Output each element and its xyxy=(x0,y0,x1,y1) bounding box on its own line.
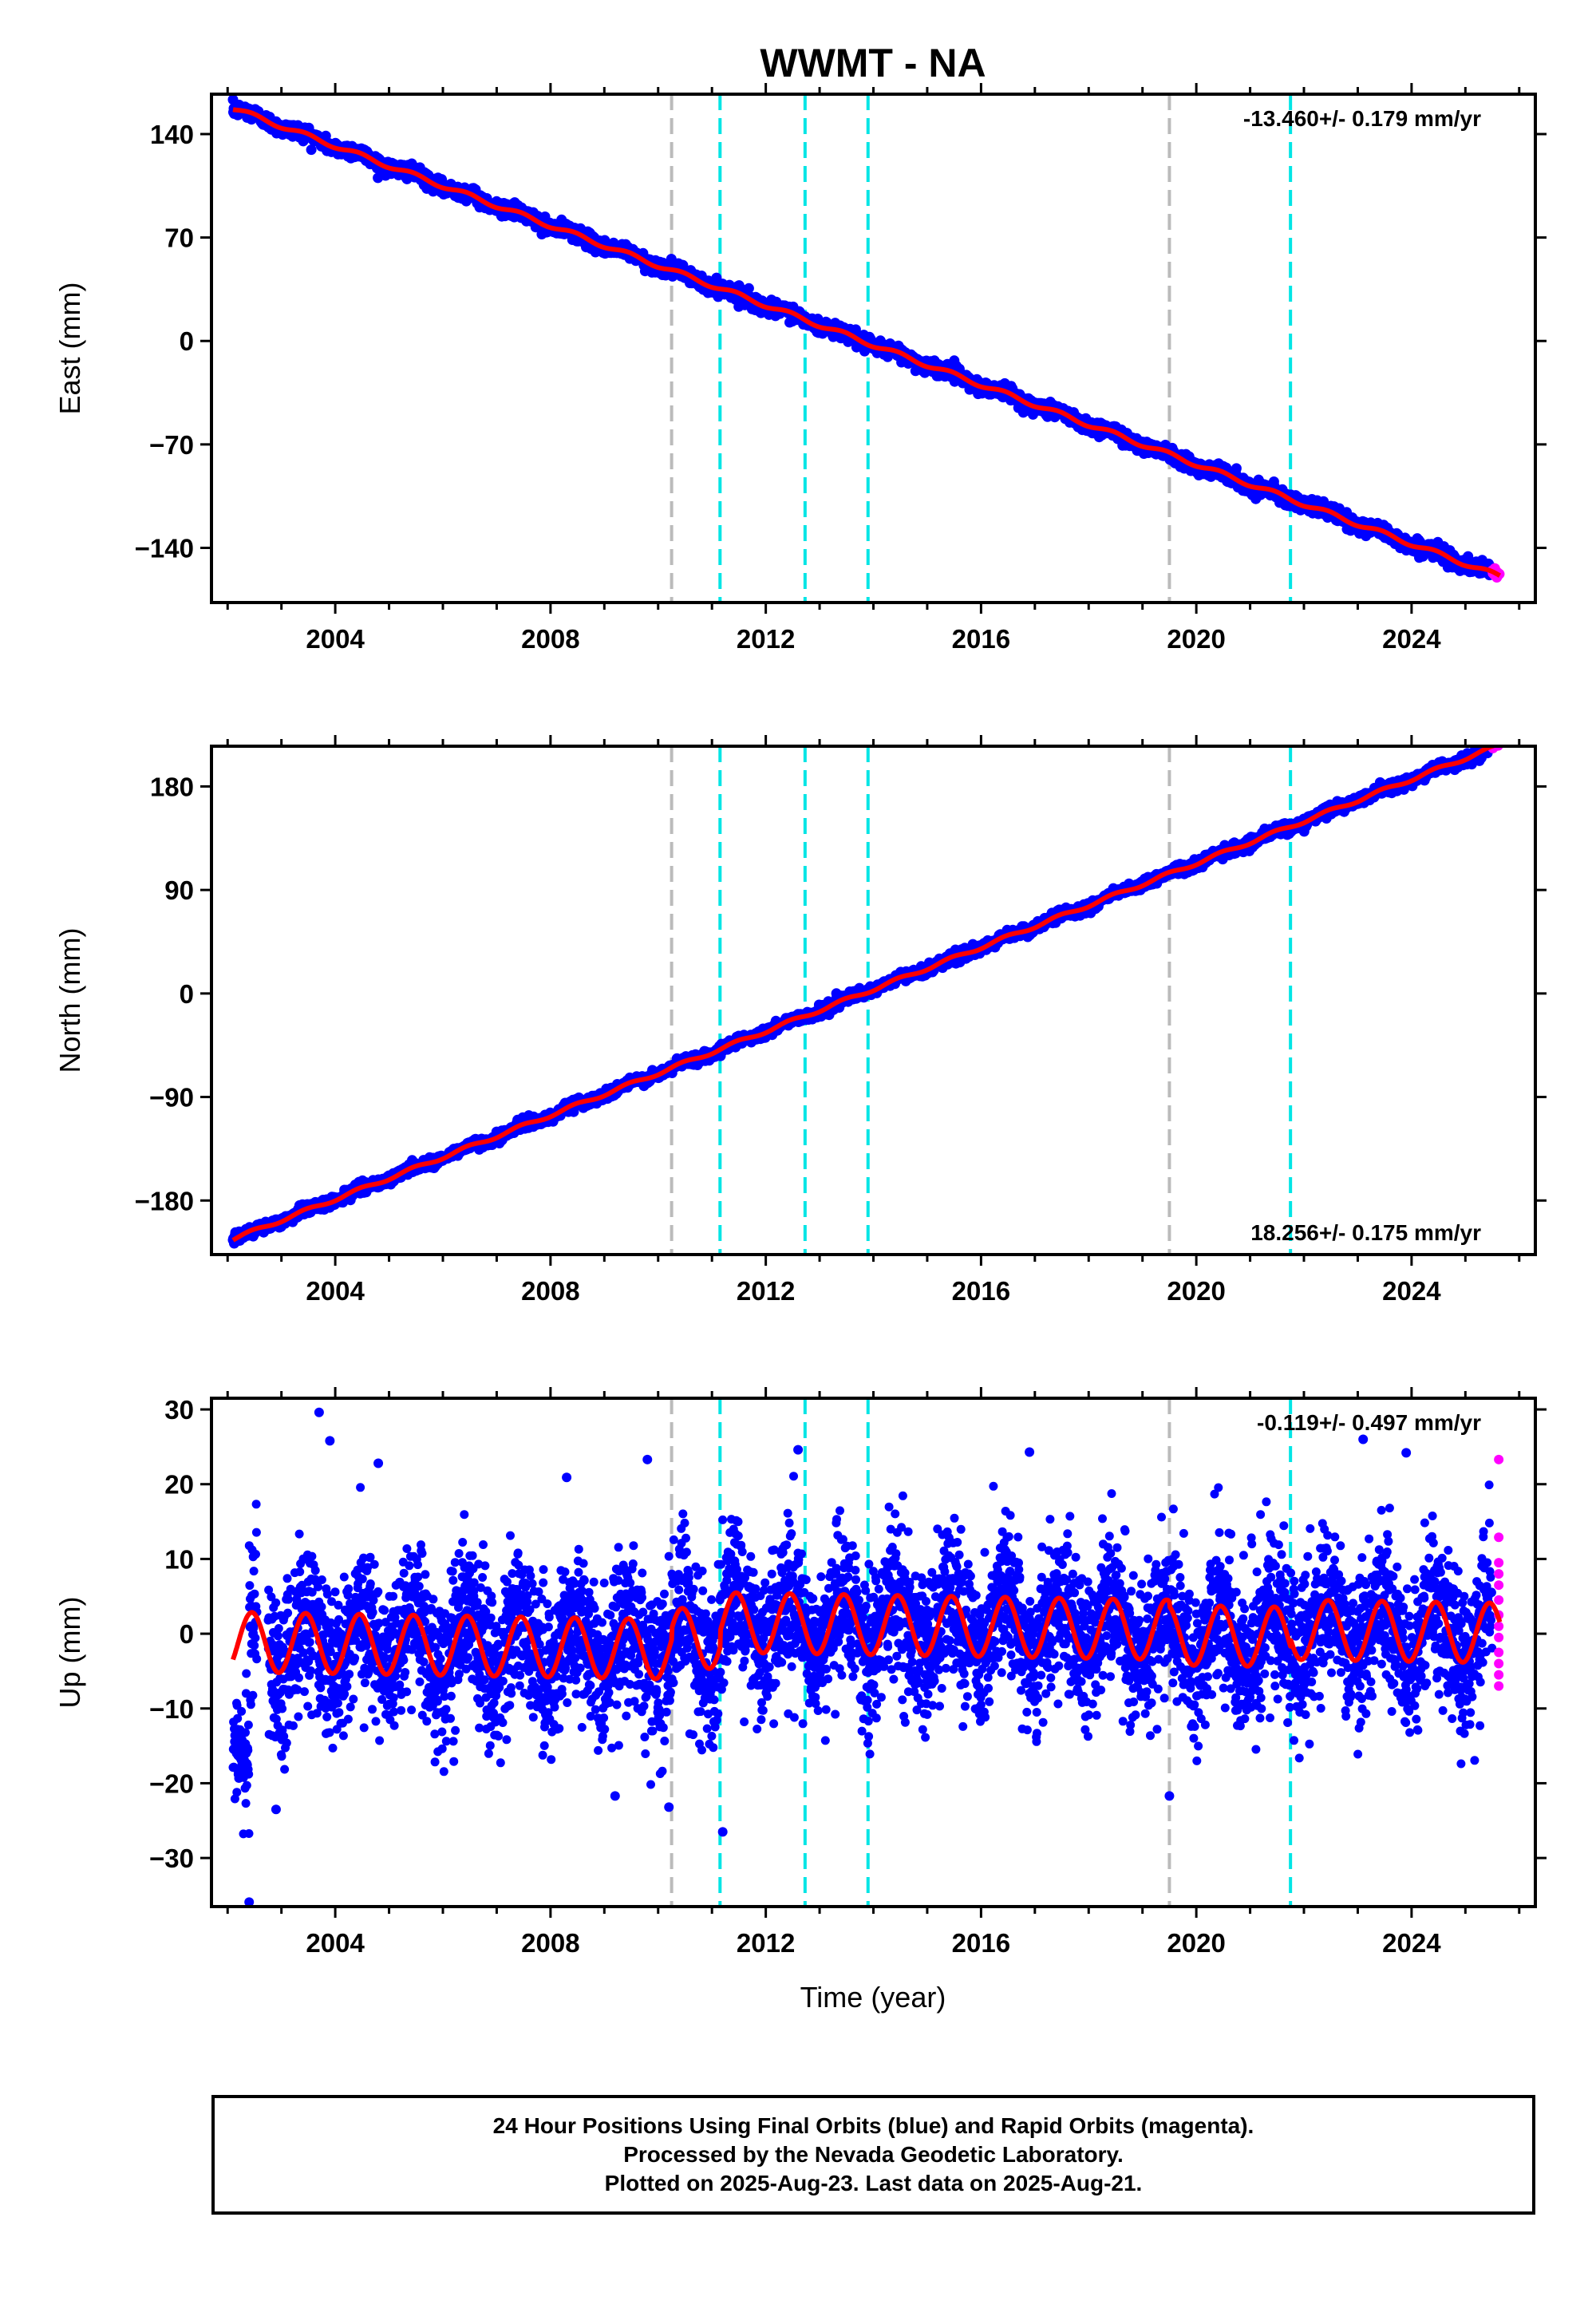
x-tick-label: 2020 xyxy=(1167,624,1225,654)
x-tick-label: 2008 xyxy=(521,624,579,654)
rate-annotation: -13.460+/- 0.179 mm/yr xyxy=(1243,106,1481,131)
y-tick-label: 140 xyxy=(150,120,194,149)
y-tick-label: −70 xyxy=(149,430,194,460)
y-axis-label: East (mm) xyxy=(53,283,86,415)
data-point xyxy=(743,283,754,294)
plot-area-north xyxy=(227,746,1503,1255)
panel-east: 2004 2008 2012 2016 2020 2024 −140 −70 0 70 140 Eas… xyxy=(53,83,1547,654)
y-tick-label: 70 xyxy=(164,223,194,253)
x-tick-label: 2012 xyxy=(737,624,795,654)
data-point xyxy=(306,144,317,156)
y-tick-label: −140 xyxy=(135,533,194,563)
chart-title: WWMT - NA xyxy=(760,41,986,85)
panel-north: 2004 2008 2012 2016 2020 2024−180−90090180Nor… xyxy=(53,735,1547,1306)
plot-area-east xyxy=(227,94,1505,603)
x-tick-label: 2004 xyxy=(306,624,365,654)
y-tick-label: 0 xyxy=(180,326,194,356)
x-tick-label: 2024 xyxy=(1382,624,1441,654)
model-fit-curve xyxy=(231,107,1502,578)
x-tick-label: 2016 xyxy=(952,624,1010,654)
data-point xyxy=(1231,463,1242,474)
